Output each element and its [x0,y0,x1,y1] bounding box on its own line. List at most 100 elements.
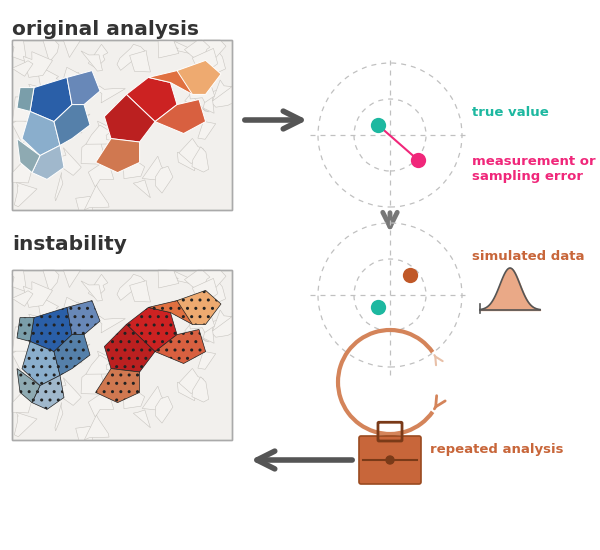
Polygon shape [177,60,221,95]
Polygon shape [148,301,199,324]
Polygon shape [23,282,53,307]
Polygon shape [207,86,232,107]
Polygon shape [38,297,61,331]
Polygon shape [67,338,90,368]
Polygon shape [67,108,90,138]
Polygon shape [54,104,90,145]
Polygon shape [36,126,57,148]
Polygon shape [63,40,80,58]
Bar [12,270,232,440]
Circle shape [386,456,394,464]
Polygon shape [212,80,232,101]
Polygon shape [97,86,125,103]
Polygon shape [192,377,209,402]
Polygon shape [178,151,197,170]
Polygon shape [104,324,155,372]
Polygon shape [86,355,113,374]
Polygon shape [185,94,209,112]
Polygon shape [84,185,109,210]
Polygon shape [32,325,59,343]
Polygon shape [36,356,57,379]
Polygon shape [12,120,36,144]
Polygon shape [88,45,108,68]
Polygon shape [29,314,48,334]
Polygon shape [98,351,118,370]
Polygon shape [110,375,137,397]
Polygon shape [65,341,82,363]
Polygon shape [54,334,90,376]
Polygon shape [177,290,221,324]
Text: measurement or
sampling error: measurement or sampling error [472,155,596,183]
Bar [12,40,232,210]
Polygon shape [13,97,32,121]
Polygon shape [22,342,60,386]
Polygon shape [110,145,137,166]
Polygon shape [43,270,59,292]
Polygon shape [179,139,204,163]
FancyBboxPatch shape [359,436,421,484]
Polygon shape [39,328,67,348]
Polygon shape [14,412,37,437]
Polygon shape [155,166,173,193]
Polygon shape [97,316,125,333]
Polygon shape [173,272,194,284]
Polygon shape [192,278,218,304]
Polygon shape [212,310,232,331]
Polygon shape [123,381,145,409]
Polygon shape [116,100,148,122]
Text: true value: true value [472,107,549,119]
Polygon shape [79,72,90,95]
Polygon shape [79,302,90,324]
Text: repeated analysis: repeated analysis [430,443,563,456]
Polygon shape [202,40,226,59]
Polygon shape [55,148,81,175]
Polygon shape [130,51,151,72]
Polygon shape [95,139,140,173]
Polygon shape [35,102,58,124]
Polygon shape [115,355,140,379]
Polygon shape [178,381,197,401]
Polygon shape [106,355,131,378]
Polygon shape [88,392,114,417]
Polygon shape [14,183,37,207]
Polygon shape [158,270,179,288]
Polygon shape [13,327,32,351]
Polygon shape [192,147,209,172]
Polygon shape [23,52,53,78]
Polygon shape [81,371,104,394]
Polygon shape [73,89,89,108]
Polygon shape [81,51,103,71]
Text: instability: instability [12,235,127,254]
Polygon shape [158,40,179,58]
Polygon shape [95,368,140,403]
Polygon shape [198,120,216,139]
Polygon shape [43,40,59,62]
Polygon shape [198,350,216,369]
Polygon shape [73,319,89,338]
Polygon shape [106,125,131,148]
Polygon shape [17,368,40,403]
Bar [12,270,232,440]
Polygon shape [84,415,109,440]
Polygon shape [30,307,72,351]
Polygon shape [65,111,82,133]
Polygon shape [81,141,104,164]
Polygon shape [76,426,93,440]
Polygon shape [200,50,226,73]
Polygon shape [98,121,118,140]
Polygon shape [117,274,145,300]
Polygon shape [55,172,63,201]
Polygon shape [39,98,67,118]
Polygon shape [207,316,232,337]
Polygon shape [12,270,26,292]
Polygon shape [35,332,58,354]
Polygon shape [81,281,103,301]
Polygon shape [117,44,145,70]
Polygon shape [130,280,151,302]
Polygon shape [32,376,64,409]
Polygon shape [22,112,60,156]
Polygon shape [155,397,173,423]
Polygon shape [188,306,215,333]
Polygon shape [133,180,151,198]
Polygon shape [133,410,151,428]
